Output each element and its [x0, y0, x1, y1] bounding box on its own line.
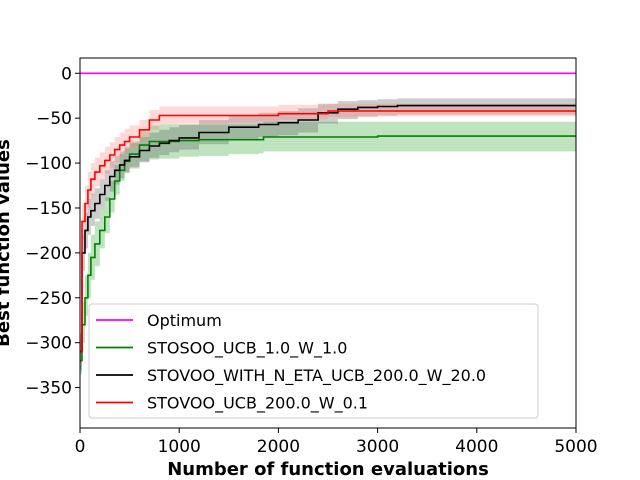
y-tick-label: −300: [25, 334, 72, 354]
plot-frame: [79, 57, 577, 429]
y-tick-label: −50: [36, 109, 72, 129]
legend-label-stosoo-ucb-1-0-w-1-0: STOSOO_UCB_1.0_W_1.0: [147, 339, 347, 359]
y-tick-label: −250: [25, 289, 72, 309]
y-tick-label: −350: [25, 379, 72, 399]
x-tick-label: 3000: [356, 437, 399, 457]
x-axis-ticks: 0 1000 2000 3000 4000 5000: [75, 428, 598, 457]
x-tick-label: 1000: [158, 437, 201, 457]
band-stovoo-ucb-200-0-w-0-1: [80, 103, 576, 366]
band-stosoo-ucb-1-0-w-1-0: [80, 121, 576, 375]
series-line-stosoo-ucb-1-0-w-1-0: [80, 135, 576, 362]
series-line-stovoo-ucb-200-0-w-0-1: [80, 110, 576, 353]
y-tick-label: −200: [25, 244, 72, 264]
series-line-stovoo-with-n-eta-ucb-200-0-w-20-0: [80, 104, 576, 353]
x-axis-label: Number of function evaluations: [167, 459, 489, 480]
legend: Optimum STOSOO_UCB_1.0_W_1.0 STOVOO_WITH_N…: [88, 303, 539, 419]
x-tick-label: 0: [75, 437, 86, 457]
y-tick-label: −150: [25, 199, 72, 219]
y-tick-label: 0: [61, 64, 72, 84]
legend-label-stovoo-ucb-200-0-w-0-1: STOVOO_UCB_200.0_W_0.1: [147, 394, 368, 414]
confidence-bands: [80, 98, 576, 375]
y-tick-label: −100: [25, 154, 72, 174]
y-axis-ticks: 0 −50 −100 −150 −200 −250 −300 −350: [25, 64, 80, 399]
series-lines: [80, 72, 576, 362]
plot-area: [79, 57, 577, 429]
legend-label-stovoo-with-n-eta-ucb-200-0-w-20-0: STOVOO_WITH_N_ETA_UCB_200.0_W_20.0: [147, 366, 486, 386]
x-tick-label: 4000: [455, 437, 498, 457]
y-axis-label: Best function values: [0, 139, 14, 347]
legend-label-optimum: Optimum: [147, 311, 222, 330]
x-tick-label: 5000: [554, 437, 597, 457]
legend-entries: Optimum STOSOO_UCB_1.0_W_1.0 STOVOO_WITH_N…: [96, 311, 486, 414]
x-tick-label: 2000: [257, 437, 300, 457]
legend-box: [88, 303, 539, 419]
